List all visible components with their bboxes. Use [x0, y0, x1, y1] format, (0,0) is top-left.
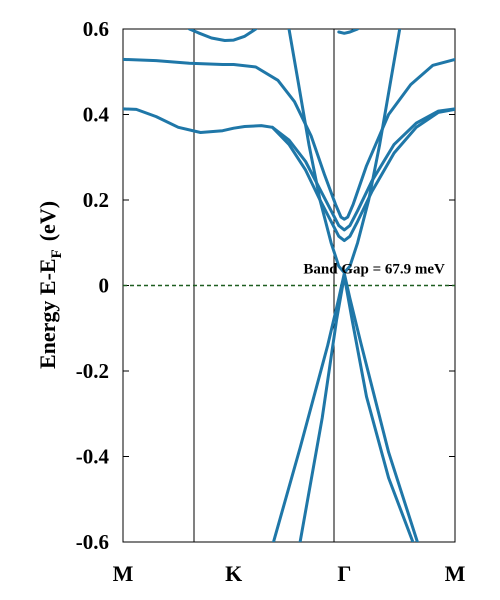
band-gap-annotation: Band Gap = 67.9 meV [303, 262, 445, 278]
y-tick-labels: -0.6 -0.4 -0.2 0 0.2 0.4 0.6 [76, 17, 110, 554]
y-tick-label: -0.4 [76, 445, 110, 469]
y-tick-label: 0.6 [83, 17, 109, 41]
y-axis-title-unit: (eV) [35, 201, 60, 241]
band-line [272, 272, 419, 542]
x-tick-label: K [225, 561, 242, 586]
y-axis-title: Energy E-EF (eV) [35, 201, 65, 369]
band-lines [123, 29, 455, 542]
band-line [270, 107, 455, 232]
x-tick-label: Γ [337, 561, 351, 586]
y-tick-label: 0 [99, 274, 110, 298]
band-line [187, 29, 258, 42]
y-tick-label: -0.6 [76, 530, 109, 554]
y-axis-title-subscript: F [49, 249, 65, 258]
y-tick-label: 0.4 [83, 103, 110, 127]
x-tick-label: M [445, 561, 466, 586]
band-line [123, 107, 455, 243]
band-line [287, 29, 402, 275]
y-tick-label: -0.2 [76, 359, 109, 383]
y-axis-title-main: Energy E-E [35, 258, 60, 369]
y-tick-label: 0.2 [83, 188, 109, 212]
x-tick-label: M [113, 561, 134, 586]
band-line [298, 274, 415, 542]
band-line [337, 29, 360, 35]
